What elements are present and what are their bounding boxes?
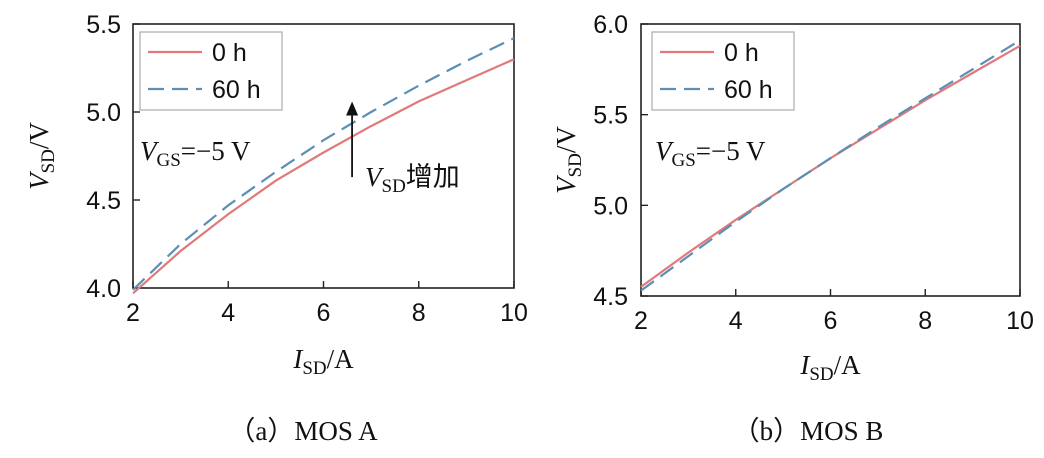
series-line-0h	[132, 58, 515, 295]
legend-label: 60 h	[724, 76, 773, 104]
x-tick-label: 2	[126, 299, 140, 327]
annotation-subscript: GS	[672, 150, 696, 171]
legend-label: 60 h	[212, 76, 261, 104]
y-tick-label: 4.5	[593, 283, 628, 311]
y-tick-label: 4.0	[86, 275, 121, 303]
annotation-main: V	[365, 162, 385, 192]
annotation-main: V	[655, 136, 675, 166]
legend: 0 h 60 h	[651, 31, 795, 111]
x-tick-label: 8	[412, 299, 426, 327]
axis-label-main: V	[551, 174, 581, 194]
y-tick-label: 5.0	[593, 192, 628, 220]
legend-box	[651, 31, 795, 111]
x-tick-label: 8	[918, 307, 932, 335]
axis-label-main: I	[799, 350, 811, 380]
panel-caption: （a）MOS A	[228, 416, 378, 446]
annotation-subscript: GS	[157, 150, 181, 171]
annotation-rest: 增加	[406, 162, 460, 192]
condition-annotation: VGS=−5 V	[655, 136, 766, 171]
condition-annotation: VGS=−5 V	[140, 136, 251, 171]
y-tick-label: 5.5	[86, 11, 121, 39]
annotation-main: V	[140, 136, 160, 166]
x-tick-label: 2	[634, 307, 648, 335]
y-axis-label: VSD/V	[551, 126, 586, 194]
legend: 0 h 60 h	[139, 31, 283, 111]
x-tick-label: 4	[221, 299, 235, 327]
x-axis-label: ISD/A	[292, 344, 354, 379]
x-tick-label: 6	[824, 307, 838, 335]
y-tick-label: 6.0	[593, 11, 628, 39]
x-tick-label: 10	[500, 299, 528, 327]
axis-label-main: V	[24, 170, 54, 190]
annotation-rest: =−5 V	[696, 136, 766, 166]
axis-label-subscript: SD	[302, 358, 326, 379]
x-axis-label: ISD/A	[799, 350, 861, 385]
series-line-60h	[132, 37, 515, 291]
y-tick-label: 5.5	[593, 102, 628, 130]
axis-label-unit: /A	[834, 350, 862, 380]
annotation-rest: =−5 V	[181, 136, 251, 166]
axis-label-unit: /V	[551, 126, 581, 154]
annotation-subscript: SD	[382, 176, 406, 197]
y-tick-label: 5.0	[86, 99, 121, 127]
arrow-annotation: VSD增加	[365, 162, 460, 197]
legend-label: 0 h	[212, 39, 247, 67]
x-tick-label: 6	[317, 299, 331, 327]
axis-label-main: I	[292, 344, 304, 374]
panel-caption: （b）MOS B	[733, 416, 884, 446]
axis-label-subscript: SD	[809, 364, 833, 385]
axis-label-unit: /A	[327, 344, 355, 374]
axis-label-unit: /V	[24, 122, 54, 150]
arrow-head	[346, 101, 359, 116]
series-line-60h	[640, 39, 1021, 292]
legend-label: 0 h	[724, 39, 759, 67]
legend-box	[139, 31, 283, 111]
y-axis-label: VSD/V	[24, 122, 59, 190]
axis-label-subscript: SD	[565, 153, 586, 177]
x-tick-label: 4	[729, 307, 743, 335]
x-tick-label: 10	[1006, 307, 1034, 335]
axis-label-subscript: SD	[38, 149, 59, 173]
y-tick-label: 4.5	[86, 187, 121, 215]
